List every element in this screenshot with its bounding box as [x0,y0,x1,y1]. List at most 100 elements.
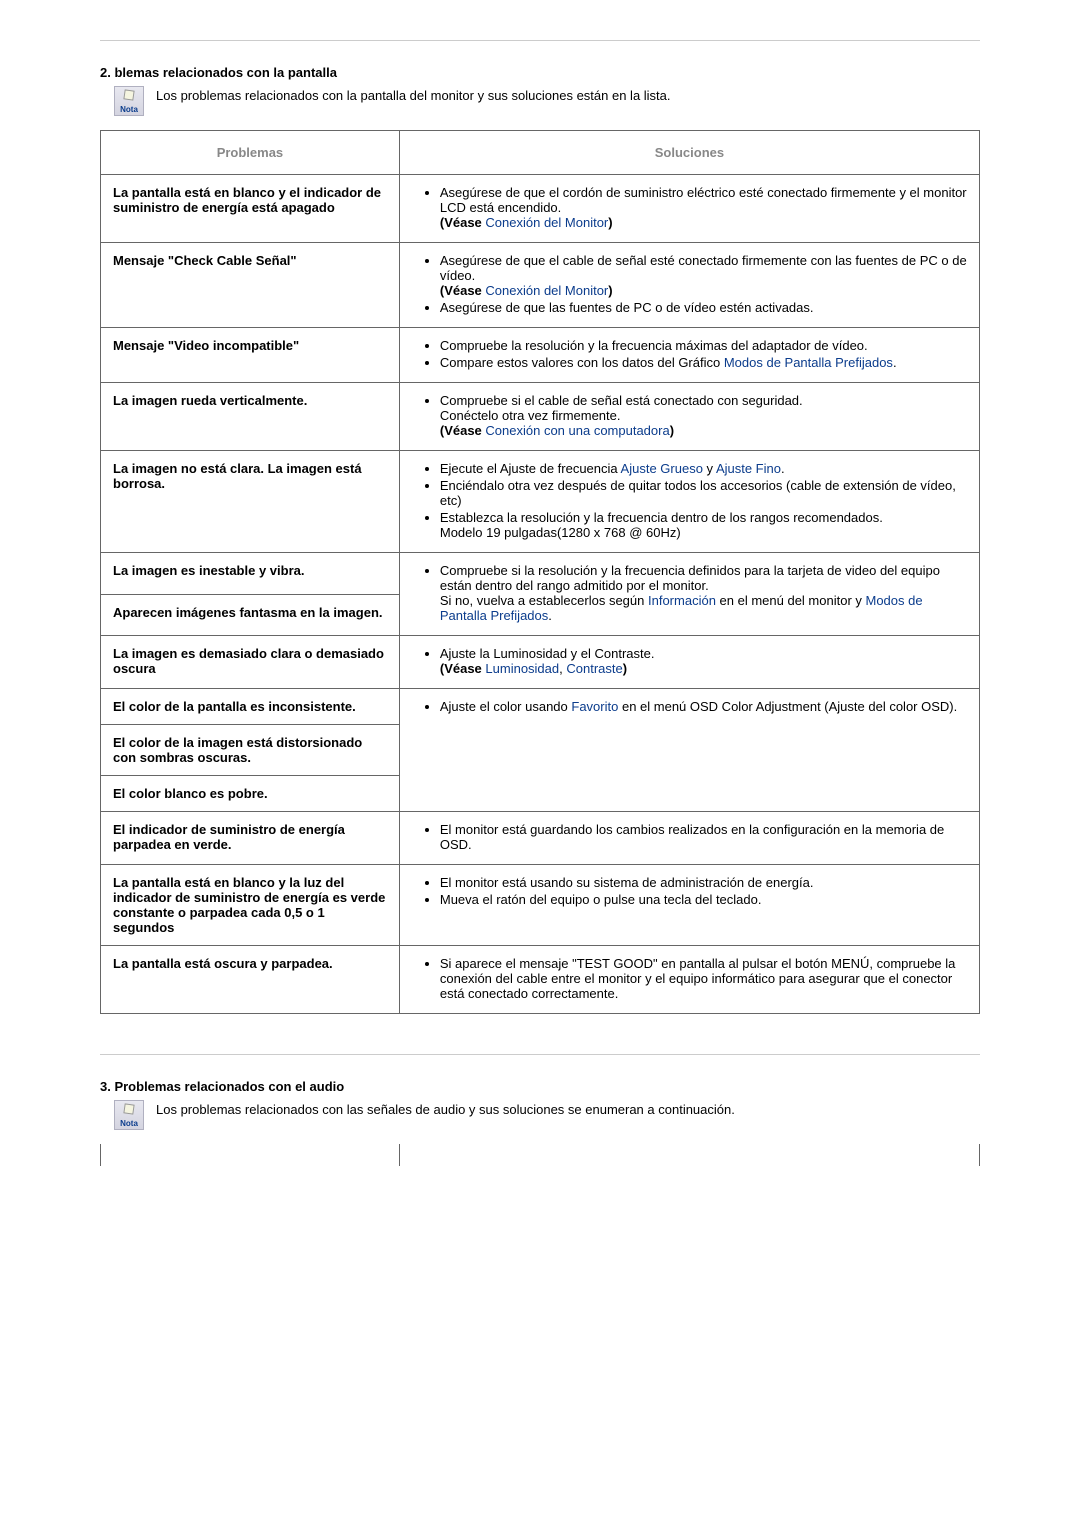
nota-icon: Nota [114,1100,144,1130]
vease-suffix: ) [608,283,612,298]
vease-label: (Véase [440,661,486,676]
solution-cell: El monitor está guardando los cambios re… [399,812,979,865]
solution-item: Enciéndalo otra vez después de quitar to… [440,478,967,508]
problem-cell: La imagen es inestable y vibra. [101,553,400,595]
solution-cell: Asegúrese de que el cordón de suministro… [399,175,979,243]
text-mid: en el menú del monitor y [716,593,866,608]
solution-item: Ejecute el Ajuste de frecuencia Ajuste G… [440,461,967,476]
solution-item: Si aparece el mensaje "TEST GOOD" en pan… [440,956,967,1001]
table-row: La pantalla está oscura y parpadea. Si a… [101,946,980,1014]
table-row: La imagen no está clara. La imagen está … [101,451,980,553]
link-informacion[interactable]: Información [648,593,716,608]
link-contraste[interactable]: Contraste [566,661,622,676]
link-favorito[interactable]: Favorito [571,699,618,714]
table-row: La imagen es demasiado clara o demasiado… [101,636,980,689]
solution-text: Ajuste el color usando [440,699,572,714]
solution-item: Ajuste la Luminosidad y el Contraste. (V… [440,646,967,676]
vease-suffix: ) [608,215,612,230]
vease-label: (Véase [440,423,486,438]
problem-cell: La pantalla está en blanco y la luz del … [101,865,400,946]
text-mid: y [703,461,716,476]
link-modos-pantalla[interactable]: Modos de Pantalla Prefijados [724,355,893,370]
solution-text-suffix: . [893,355,897,370]
nota-icon: Nota [114,86,144,116]
solution-item: Asegúrese de que el cordón de suministro… [440,185,967,230]
problem-cell: El color de la pantalla es inconsistente… [101,689,400,725]
table-row: El indicador de suministro de energía pa… [101,812,980,865]
section3-title: 3. Problemas relacionados con el audio [100,1079,980,1094]
link-conexion-computadora[interactable]: Conexión con una computadora [485,423,669,438]
table-row: La pantalla está en blanco y la luz del … [101,865,980,946]
solution-item: El monitor está usando su sistema de adm… [440,875,967,890]
problem-cell: La imagen no está clara. La imagen está … [101,451,400,553]
link-luminosidad[interactable]: Luminosidad [485,661,559,676]
solution-item: Compare estos valores con los datos del … [440,355,967,370]
table-header-row: Problemas Soluciones [101,131,980,175]
solution-text: Compruebe si la resolución y la frecuenc… [440,563,940,593]
nota-label: Nota [120,1119,138,1128]
solution-text-b: Si no, vuelva a establecerlos según [440,593,648,608]
solution-cell: Ajuste la Luminosidad y el Contraste. (V… [399,636,979,689]
solution-item: Establezca la resolución y la frecuencia… [440,510,967,540]
solution-cell: Compruebe si el cable de señal está cone… [399,383,979,451]
solution-item: Asegúrese de que el cable de señal esté … [440,253,967,298]
header-solutions: Soluciones [399,131,979,175]
solution-item: Asegúrese de que las fuentes de PC o de … [440,300,967,315]
vease-label: (Véase [440,283,486,298]
section2-nota-row: Nota Los problemas relacionados con la p… [114,86,980,116]
section2-title: 2. blemas relacionados con la pantalla [100,65,980,80]
link-conexion-monitor[interactable]: Conexión del Monitor [485,283,608,298]
table-row: El color de la pantalla es inconsistente… [101,689,980,725]
empty-cell [399,1144,979,1166]
solution-cell: Si aparece el mensaje "TEST GOOD" en pan… [399,946,979,1014]
solution-item: Compruebe si el cable de señal está cone… [440,393,967,438]
problem-cell: El color blanco es pobre. [101,776,400,812]
table-row: La imagen es inestable y vibra. Comprueb… [101,553,980,595]
problem-cell: Mensaje "Video incompatible" [101,328,400,383]
solution-cell: Asegúrese de que el cable de señal esté … [399,243,979,328]
vease-label: (Véase [440,215,486,230]
problem-cell: El color de la imagen está distorsionado… [101,725,400,776]
section2-nota-text: Los problemas relacionados con la pantal… [156,86,671,103]
table-row: La pantalla está en blanco y el indicado… [101,175,980,243]
solution-cell: Compruebe si la resolución y la frecuenc… [399,553,979,636]
vease-suffix: ) [670,423,674,438]
solution-text: Ajuste la Luminosidad y el Contraste. [440,646,655,661]
section3-nota-text: Los problemas relacionados con las señal… [156,1100,735,1117]
link-ajuste-grueso[interactable]: Ajuste Grueso [621,461,703,476]
header-problems: Problemas [101,131,400,175]
text-suffix: . [781,461,785,476]
solution-text: Establezca la resolución y la frecuencia… [440,510,883,525]
top-divider [100,40,980,41]
empty-cell [101,1144,400,1166]
section3-empty-table [100,1144,980,1166]
section3-nota-row: Nota Los problemas relacionados con las … [114,1100,980,1130]
solution-text: Asegúrese de que el cable de señal esté … [440,253,967,283]
solution-cell: Ajuste el color usando Favorito en el me… [399,689,979,812]
table-row: La imagen rueda verticalmente. Compruebe… [101,383,980,451]
table-row: Mensaje "Video incompatible" Compruebe l… [101,328,980,383]
problem-cell: La imagen es demasiado clara o demasiado… [101,636,400,689]
problem-cell: La imagen rueda verticalmente. [101,383,400,451]
mid-divider [100,1054,980,1055]
solution-text-b: Conéctelo otra vez firmemente. [440,408,621,423]
solution-item: Ajuste el color usando Favorito en el me… [440,699,967,714]
solution-item: Mueva el ratón del equipo o pulse una te… [440,892,967,907]
link-conexion-monitor[interactable]: Conexión del Monitor [485,215,608,230]
table-row: Mensaje "Check Cable Señal" Asegúrese de… [101,243,980,328]
link-ajuste-fino[interactable]: Ajuste Fino [716,461,781,476]
solution-text: Asegúrese de que el cordón de suministro… [440,185,967,215]
text-suffix: . [548,608,552,623]
solution-text: Compare estos valores con los datos del … [440,355,724,370]
table-row [101,1144,980,1166]
solution-text-b: Modelo 19 pulgadas(1280 x 768 @ 60Hz) [440,525,681,540]
problem-cell: Aparecen imágenes fantasma en la imagen. [101,594,400,636]
solution-item: El monitor está guardando los cambios re… [440,822,967,852]
solution-cell: El monitor está usando su sistema de adm… [399,865,979,946]
problem-cell: El indicador de suministro de energía pa… [101,812,400,865]
solution-cell: Ejecute el Ajuste de frecuencia Ajuste G… [399,451,979,553]
solution-item: Compruebe la resolución y la frecuencia … [440,338,967,353]
nota-label: Nota [120,105,138,114]
solution-text: Ejecute el Ajuste de frecuencia [440,461,621,476]
problem-cell: Mensaje "Check Cable Señal" [101,243,400,328]
